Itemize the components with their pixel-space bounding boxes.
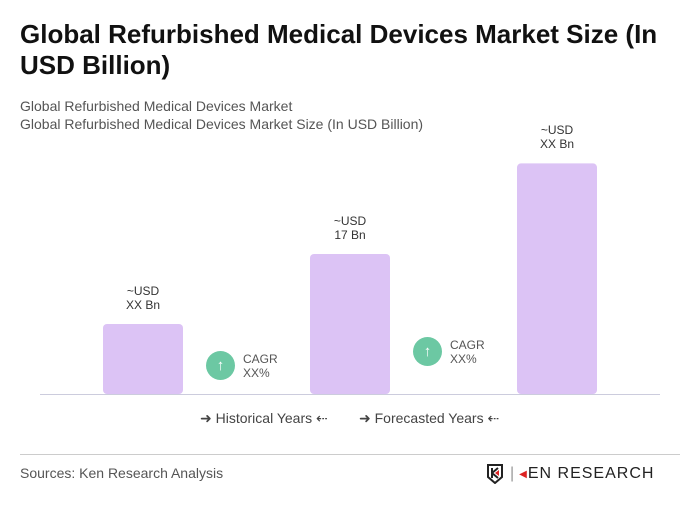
arrow-up-icon: ↑ (206, 351, 235, 380)
data-label-line: ~USD (126, 284, 160, 298)
ken-research-logo: | ◀ EN RESEARCH (486, 464, 654, 484)
subtitle: Global Refurbished Medical Devices Marke… (20, 98, 293, 114)
data-label-line: ~USD (333, 214, 367, 228)
data-label: ~USD XX Bn (93, 284, 193, 312)
sources: Sources: Ken Research Analysis (20, 465, 224, 481)
cagr-badge: ↑ CAGR XX% (206, 351, 278, 380)
bar (517, 163, 597, 394)
data-label: ~USD 17 Bn (300, 214, 400, 242)
legend-historical: ➜ Historical Years ⇠ (200, 410, 328, 426)
data-label-line: XX Bn (539, 137, 575, 152)
legend-forecasted: ➜ Forecasted Years ⇠ (359, 410, 500, 426)
legend-label: Forecasted Years (374, 410, 484, 426)
cagr-value: XX% (450, 351, 477, 366)
data-label-line: ~USD (540, 123, 574, 138)
subtitle-2: Global Refurbished Medical Devices Marke… (20, 116, 424, 132)
bar (310, 254, 390, 394)
logo-icon (487, 464, 503, 484)
divider (20, 454, 680, 455)
cagr-label: CAGR (243, 351, 278, 366)
bar (103, 324, 183, 394)
cagr-badge: ↑ CAGR XX% (413, 337, 485, 366)
data-label-line: XX Bn (125, 298, 161, 312)
cagr-label: CAGR (450, 337, 485, 352)
arrow-up-icon: ↑ (413, 337, 442, 366)
cagr-value: XX% (243, 365, 270, 380)
data-label: ~USD XX Bn (507, 123, 607, 151)
data-label-line: 17 Bn (334, 228, 366, 242)
legend-label: Historical Years (215, 410, 313, 426)
page-title: Global Refurbished Medical Devices Marke… (20, 19, 658, 80)
